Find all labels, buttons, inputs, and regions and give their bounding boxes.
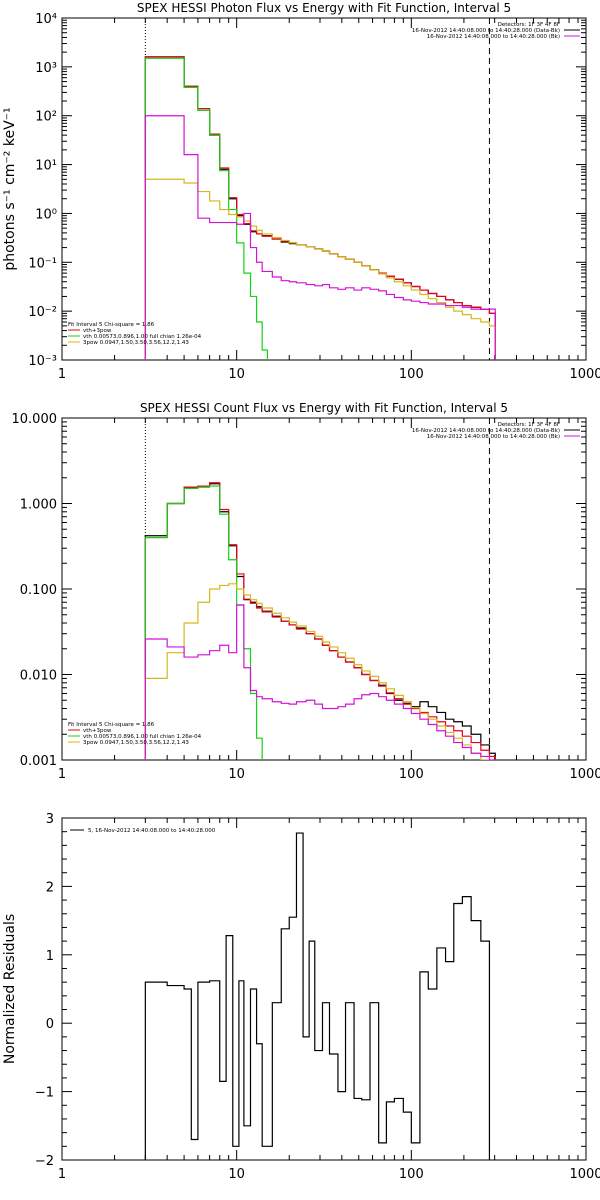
x-tick-label: 100	[399, 1167, 424, 1182]
x-tick-label: 1000	[569, 1167, 600, 1182]
y-axis-label: photons s⁻¹ cm⁻² keV⁻¹	[2, 107, 18, 270]
y-tick-label: 10¹	[35, 159, 57, 174]
y-tick-label: 1	[46, 949, 54, 964]
data-layer	[144, 56, 496, 360]
x-tick-label: 10	[228, 367, 245, 382]
y-tick-label: 0.100	[20, 583, 57, 598]
series-unnamed-4-line	[144, 604, 496, 760]
y-tick-label: 10.000	[12, 412, 58, 427]
annotation-text: Detectors: 1F 3F 4F 8F	[498, 22, 560, 28]
series-3pow-line	[144, 178, 496, 360]
data-layer	[144, 832, 491, 1160]
chart-title: SPEX HESSI Photon Flux vs Energy with Fi…	[137, 1, 511, 15]
series-vth-3pow-line	[144, 482, 496, 760]
plot-frame	[61, 817, 587, 1161]
y-tick-label: 10⁰	[35, 207, 57, 222]
y-tick-label: 10⁴	[35, 12, 57, 27]
y-axis-label: Normalized Residuals	[2, 914, 18, 1064]
series-unnamed-4-line	[144, 115, 496, 360]
chart-2: 1 10 100 1000 0.001 0.010 0.100 1.000 10.000 SPEX…	[12, 401, 600, 782]
y-tick-label: 2	[46, 880, 54, 895]
annotation-text: 16-Nov-2012 14:40:08.000 to 14:40:28.000…	[412, 428, 560, 434]
chart-1: 1 10 100 1000 10⁻³ 10⁻² 10⁻¹ 10⁰ 10¹ 10² 10³ 10⁴ SPE…	[2, 1, 600, 382]
data-layer	[144, 482, 496, 760]
y-tick-label: −2	[35, 1154, 54, 1169]
legend-label: 3pow 0.0947,1.50,3.50,3.56,12.2,1.43	[83, 340, 189, 346]
annotation-text: Detectors: 1F 3F 4F 8F	[498, 422, 560, 428]
y-tick-label: 10²	[35, 110, 57, 125]
x-tick-label: 100	[399, 767, 424, 782]
annotation-text: 16-Nov-2012 14:40:08.000 to 14:40:28.000…	[412, 28, 560, 34]
legend-label: vth+3pow	[83, 328, 112, 334]
x-tick-label: 10	[228, 1167, 245, 1182]
chart-3: 1 10 100 1000 −2 −1 0 1 2 3 Normalized Residuals 5,…	[2, 812, 600, 1182]
legend-label: 5, 16-Nov-2012 14:40:08.000 to 14:40:28.…	[88, 828, 216, 834]
annotation-text: 16-Nov-2012 14:40:08.000 to 14:40:28.000…	[427, 434, 560, 440]
y-tick-label: 10⁻³	[28, 354, 57, 369]
y-tick-label: 3	[46, 812, 54, 827]
legend-header: Fit Interval 5 Chi-square = 1.86	[68, 322, 155, 328]
x-tick-label: 100	[399, 367, 424, 382]
annotation-text: 16-Nov-2012 14:40:08.000 to 14:40:28.000…	[427, 34, 560, 40]
y-tick-label: 0.001	[20, 754, 57, 769]
legend-label: 3pow 0.0947,1.50,3.50,3.56,12.2,1.43	[83, 740, 189, 746]
x-tick-label: 1	[58, 367, 66, 382]
y-tick-label: 0.010	[20, 669, 57, 684]
plot-frame	[61, 17, 587, 361]
y-tick-label: 0	[46, 1017, 54, 1032]
x-tick-label: 1000	[569, 367, 600, 382]
x-tick-label: 1	[58, 1167, 66, 1182]
legend-label: vth 0.00573,0.896,1.00 full chian 1.26e-…	[83, 734, 202, 740]
legend-header: Fit Interval 5 Chi-square = 1.86	[68, 722, 155, 728]
y-tick-label: 1.000	[20, 498, 57, 513]
x-tick-label: 10	[228, 767, 245, 782]
y-tick-label: −1	[35, 1086, 54, 1101]
chart-title: SPEX HESSI Count Flux vs Energy with Fit…	[140, 401, 508, 415]
y-tick-label: 10⁻¹	[28, 256, 57, 271]
x-tick-label: 1	[58, 767, 66, 782]
series-5-16-nov-2012-14-40-08-000-to-14-40-28-000-line	[144, 832, 491, 1160]
x-tick-label: 1000	[569, 767, 600, 782]
series-vth-line	[144, 57, 269, 360]
legend-label: vth+3pow	[83, 728, 112, 734]
legend-label: vth 0.00573,0.896,1.00 full chian 1.26e-…	[83, 334, 202, 340]
series-3pow-line	[144, 583, 491, 760]
y-tick-label: 10³	[35, 61, 57, 76]
y-tick-label: 10⁻²	[28, 305, 57, 320]
series-vth-line	[144, 485, 263, 760]
